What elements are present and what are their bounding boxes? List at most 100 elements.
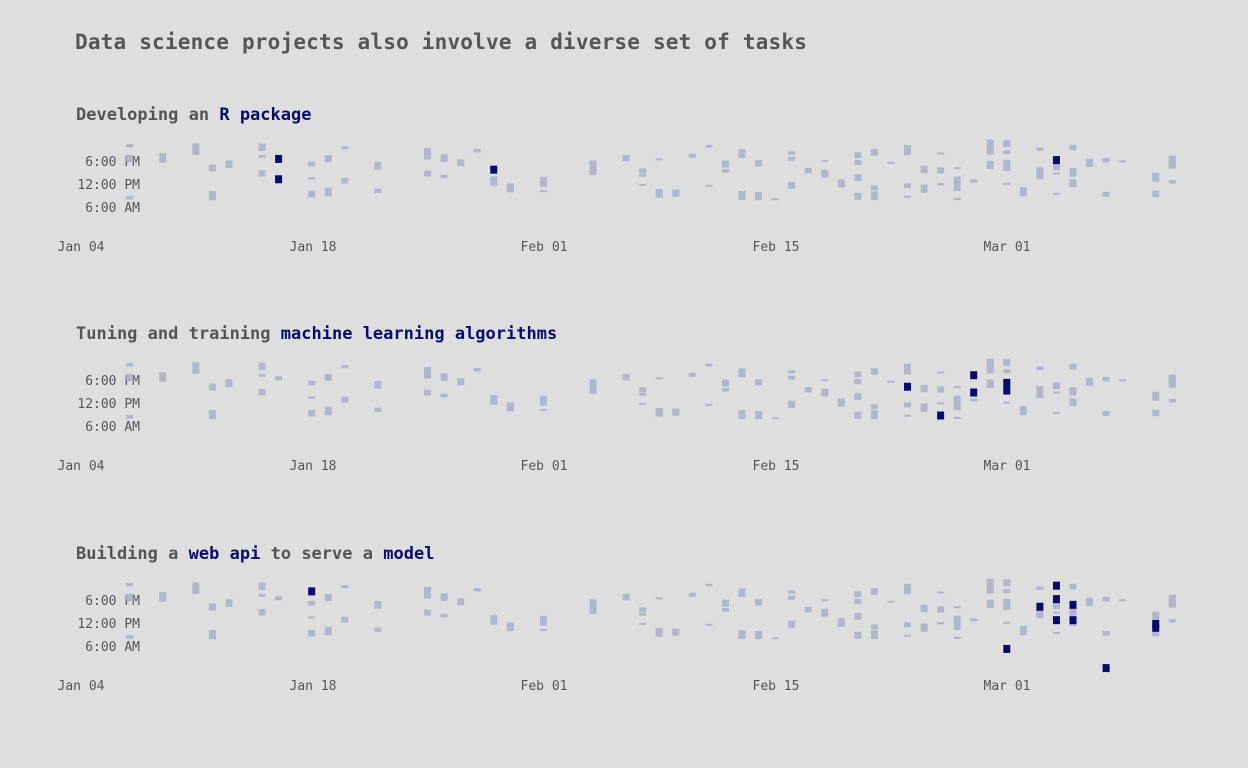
activity-mark	[854, 598, 862, 605]
chart-title-word: a	[168, 544, 179, 564]
activity-mark	[490, 176, 498, 186]
highlight-mark	[1036, 602, 1044, 611]
activity-mark	[1168, 618, 1176, 623]
highlight-mark	[1003, 378, 1011, 387]
x-tick-label: Jan 18	[290, 240, 337, 255]
activity-mark	[788, 370, 796, 374]
activity-mark	[473, 588, 481, 592]
x-tick-label: Jan 18	[290, 459, 337, 474]
activity-mark	[589, 160, 597, 170]
activity-mark	[1069, 363, 1077, 370]
activity-mark	[639, 622, 647, 625]
activity-mark	[721, 387, 729, 392]
activity-mark	[953, 386, 961, 389]
activity-mark	[275, 596, 283, 601]
activity-mark	[126, 144, 134, 148]
activity-mark	[457, 378, 465, 386]
activity-mark	[1119, 160, 1127, 163]
activity-mark	[953, 176, 961, 184]
activity-mark	[506, 623, 514, 626]
chart-title: Tuning and training machine learning alg…	[76, 324, 557, 344]
activity-mark	[986, 165, 994, 170]
activity-mark	[870, 404, 878, 410]
chart-title-word: Building	[76, 544, 158, 564]
activity-mark	[986, 379, 994, 386]
activity-mark	[953, 416, 961, 420]
activity-mark	[854, 392, 862, 400]
activity-mark	[870, 588, 878, 595]
activity-mark	[953, 167, 961, 170]
activity-mark	[904, 144, 911, 148]
activity-mark	[986, 384, 994, 389]
highlight-mark	[1052, 581, 1060, 590]
chart-panel-machine-learning: Tuning and training machine learning alg…	[0, 324, 1248, 524]
activity-mark	[589, 165, 597, 175]
activity-mark	[804, 167, 812, 174]
chart-title-word: api	[229, 544, 261, 564]
activity-mark	[308, 409, 316, 417]
activity-mark	[208, 164, 216, 172]
highlight-mark	[937, 411, 945, 420]
activity-mark	[738, 149, 746, 159]
activity-mark	[953, 395, 961, 403]
activity-mark	[870, 368, 878, 372]
activity-mark	[1003, 159, 1011, 165]
activity-mark	[986, 139, 994, 149]
activity-mark	[374, 407, 382, 412]
activity-mark	[1102, 410, 1110, 416]
activity-mark	[539, 400, 547, 406]
activity-mark	[771, 417, 779, 420]
activity-mark	[953, 620, 961, 631]
activity-mark	[655, 408, 663, 414]
x-tick-label: Mar 01	[984, 459, 1031, 474]
activity-mark	[324, 406, 332, 416]
activity-mark	[870, 185, 878, 191]
activity-mark	[1119, 379, 1127, 382]
activity-mark	[920, 604, 928, 613]
activity-mark	[324, 187, 332, 197]
activity-mark	[854, 371, 862, 378]
activity-mark	[490, 615, 498, 625]
activity-mark	[821, 599, 829, 602]
activity-mark	[440, 175, 448, 179]
activity-mark	[755, 630, 763, 640]
activity-mark	[440, 373, 448, 381]
x-tick-label: Feb 15	[753, 240, 800, 255]
activity-mark	[539, 615, 547, 622]
activity-mark	[1086, 158, 1094, 167]
activity-mark	[192, 369, 200, 374]
activity-mark	[953, 606, 961, 609]
chart-title-word: web	[188, 544, 220, 564]
activity-mark	[920, 623, 928, 632]
activity-mark	[970, 179, 978, 183]
chart-title-word: a	[362, 544, 373, 564]
activity-mark	[655, 377, 663, 380]
activity-mark	[937, 386, 945, 393]
activity-mark	[788, 620, 796, 628]
activity-mark	[440, 614, 448, 618]
activity-mark	[870, 410, 878, 420]
activity-mark	[870, 624, 878, 630]
activity-mark	[308, 177, 316, 180]
activity-mark	[208, 190, 216, 201]
activity-mark	[1168, 179, 1176, 184]
activity-mark	[539, 409, 547, 412]
activity-mark	[788, 156, 796, 161]
activity-mark	[589, 384, 597, 394]
activity-mark	[1168, 599, 1176, 608]
activity-mark	[920, 384, 928, 393]
chart-title-word: serve	[301, 544, 353, 564]
x-tick-label: Feb 01	[521, 459, 568, 474]
activity-mark	[986, 578, 994, 588]
activity-mark	[440, 593, 448, 601]
activity-mark	[688, 372, 696, 377]
activity-mark	[870, 368, 878, 375]
activity-mark	[854, 591, 862, 598]
activity-mark	[1052, 382, 1060, 390]
x-tick-label: Mar 01	[984, 240, 1031, 255]
activity-mark	[1152, 629, 1160, 637]
activity-mark	[821, 160, 829, 163]
activity-mark	[738, 629, 746, 639]
activity-mark	[275, 376, 283, 381]
